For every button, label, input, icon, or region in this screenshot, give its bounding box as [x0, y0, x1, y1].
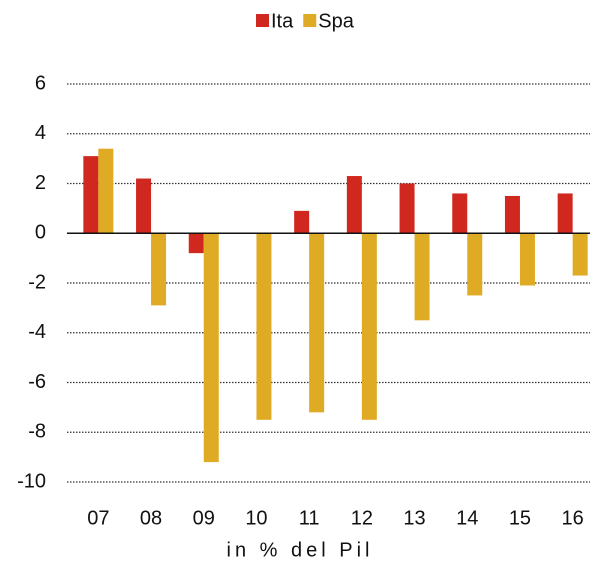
y-tick-label: -8	[28, 421, 46, 443]
x-axis-label: in % del Pil	[227, 539, 374, 561]
bar	[309, 233, 325, 413]
bar	[83, 156, 99, 234]
bar	[361, 233, 377, 420]
bar	[151, 233, 167, 306]
x-tick-label: 14	[456, 507, 478, 529]
bar	[98, 148, 114, 234]
y-tick-label: -10	[17, 470, 46, 492]
bar	[294, 210, 310, 234]
x-tick-label: 13	[403, 507, 425, 529]
x-tick-label: 07	[87, 507, 109, 529]
x-tick-label: 09	[193, 507, 215, 529]
x-tick-label: 08	[140, 507, 162, 529]
bar	[188, 233, 204, 254]
legend-swatch	[303, 14, 317, 27]
bar	[557, 193, 573, 234]
legend-swatch	[256, 14, 269, 27]
bar	[399, 183, 415, 234]
x-tick-label: 10	[245, 507, 267, 529]
legend-label: Ita	[271, 10, 294, 32]
y-tick-label: 0	[35, 222, 46, 244]
bar	[136, 178, 152, 234]
bar	[203, 233, 219, 463]
bar	[346, 176, 362, 234]
y-tick-label: 4	[35, 122, 46, 144]
bar	[452, 193, 468, 234]
bar	[467, 233, 483, 296]
y-tick-label: 2	[35, 172, 46, 194]
y-tick-label: -2	[28, 271, 46, 293]
x-tick-label: 15	[509, 507, 531, 529]
legend-label: Spa	[318, 10, 354, 32]
bar	[519, 233, 535, 286]
bar	[414, 233, 430, 321]
x-tick-label: 12	[351, 507, 373, 529]
x-tick-label: 16	[562, 507, 584, 529]
bar	[504, 195, 520, 234]
y-tick-label: 6	[35, 72, 46, 94]
bar	[572, 233, 588, 276]
y-tick-label: -6	[28, 371, 46, 393]
bar	[256, 233, 272, 420]
y-tick-label: -4	[28, 321, 46, 343]
x-tick-label: 11	[299, 507, 320, 529]
